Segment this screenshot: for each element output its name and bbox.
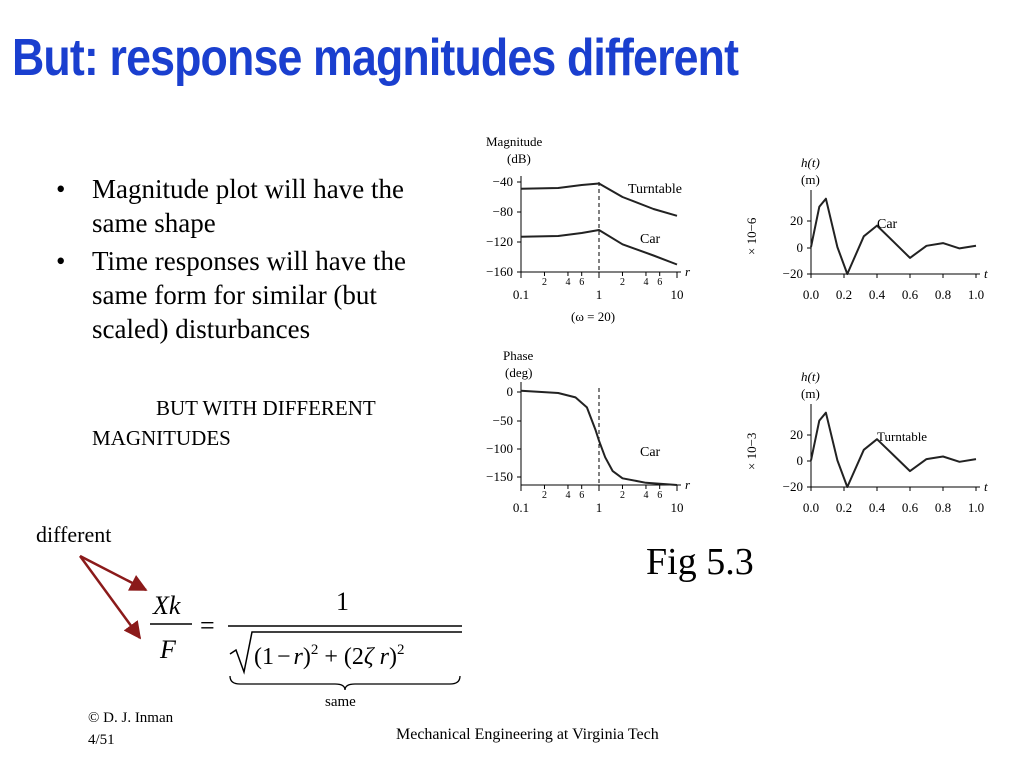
x-tick-label: 10 (671, 500, 684, 515)
series-line (520, 182, 678, 217)
y-axis-scale: × 10−3 (744, 433, 759, 470)
x-tick-label: 0.8 (935, 287, 951, 302)
y-tick-label: −80 (493, 204, 513, 219)
bullet-text: Time responses will have the same form f… (92, 246, 406, 344)
y-tick-label: −160 (486, 264, 513, 279)
x-axis-label: t (984, 479, 988, 494)
x-tick-label: 0.1 (513, 500, 529, 515)
y-axis-unit: (m) (801, 172, 820, 187)
y-axis-unit: (dB) (507, 151, 531, 166)
y-tick-label: −100 (486, 441, 513, 456)
x-minor-tick-label: 2 (620, 277, 625, 288)
emphasis-note: BUT WITH DIFFERENT MAGNITUDES (92, 393, 452, 453)
series-line (810, 197, 977, 275)
footer-copyright: © D. J. Inman (88, 710, 174, 726)
x-tick-label: 0.6 (902, 287, 919, 302)
y-axis-scale: × 10−6 (744, 217, 759, 255)
series-label-turntable: Turntable (877, 429, 927, 444)
y-axis-unit: (deg) (505, 365, 532, 380)
formula-lhs-numerator: Xk (152, 591, 181, 620)
y-axis-title: Magnitude (486, 134, 543, 149)
same-brace (229, 675, 461, 691)
series-label-car: Car (877, 217, 898, 232)
bullet-list: • Magnitude plot will have the same shap… (56, 172, 456, 350)
x-axis-label: r (685, 264, 691, 279)
x-tick-label: 0.4 (869, 287, 886, 302)
y-tick-label: 20 (790, 427, 803, 442)
formula-denominator: (1− r)2 + (2ζ r)2 (254, 642, 404, 670)
sqrt-sign-icon (229, 631, 462, 675)
y-tick-label: −120 (486, 234, 513, 249)
series-line (520, 389, 678, 486)
x-minor-tick-label: 4 (565, 490, 570, 501)
x-tick-label: 0.0 (803, 500, 819, 515)
x-minor-tick-label: 4 (643, 277, 648, 288)
x-tick-label: 0.0 (803, 287, 819, 302)
series-label-car: Car (640, 445, 661, 460)
x-tick-label: 0.8 (935, 500, 951, 515)
x-tick-label: 0.2 (836, 500, 852, 515)
chart-note: (ω = 20) (571, 309, 615, 324)
x-axis-label: r (685, 477, 691, 492)
footer-institution: Mechanical Engineering at Virginia Tech (396, 726, 659, 743)
x-tick-label: 1.0 (968, 500, 984, 515)
x-minor-tick-label: 4 (643, 490, 648, 501)
x-tick-label: 0.1 (513, 287, 529, 302)
bullet-text: Magnitude plot will have the same shape (92, 174, 404, 238)
formula-rhs-numerator: 1 (336, 587, 349, 616)
formula-lhs-denominator: F (159, 635, 177, 664)
emphasis-line-2: MAGNITUDES (92, 426, 231, 450)
different-label: different (36, 522, 112, 547)
y-axis-title: Phase (503, 348, 534, 363)
bullet-dot-icon: • (56, 246, 66, 276)
y-tick-label: 0 (797, 453, 804, 468)
x-tick-label: 10 (671, 287, 684, 302)
x-minor-tick-label: 6 (579, 277, 584, 288)
x-minor-tick-label: 4 (565, 277, 570, 288)
y-tick-label: −40 (493, 174, 513, 189)
x-minor-tick-label: 2 (620, 490, 625, 501)
arrow-to-xk (79, 554, 148, 592)
emphasis-line-1: BUT WITH DIFFERENT (156, 396, 376, 420)
figure-caption: Fig 5.3 (646, 541, 754, 583)
bullet-item: • Time responses will have the same form… (56, 244, 456, 346)
bullet-dot-icon: • (56, 174, 66, 204)
series-line (520, 229, 678, 266)
x-minor-tick-label: 2 (542, 490, 547, 501)
x-tick-label: 0.6 (902, 500, 919, 515)
y-tick-label: −150 (486, 469, 513, 484)
x-tick-label: 1 (596, 287, 603, 302)
x-tick-label: 1 (596, 500, 603, 515)
same-label: same (325, 694, 356, 710)
formula-equals: = (200, 611, 215, 640)
footer-page-number: 4/51 (88, 732, 115, 748)
y-axis-unit: (m) (801, 386, 820, 401)
y-tick-label: 0 (507, 384, 514, 399)
x-axis-label: t (984, 266, 988, 281)
y-tick-label: 20 (790, 213, 803, 228)
x-minor-tick-label: 6 (579, 490, 584, 501)
formula: Xk F = 1 (1− r)2 + (2ζ r)2 same (150, 587, 462, 710)
y-tick-label: −20 (783, 266, 803, 281)
x-minor-tick-label: 2 (542, 277, 547, 288)
series-label-car: Car (640, 232, 661, 247)
series-label-turntable: Turntable (628, 182, 682, 197)
y-tick-label: 0 (797, 240, 804, 255)
y-axis-title: h(t) (801, 369, 820, 384)
x-tick-label: 0.2 (836, 287, 852, 302)
y-tick-label: −20 (783, 479, 803, 494)
bullet-item: • Magnitude plot will have the same shap… (56, 172, 456, 240)
y-axis-title: h(t) (801, 155, 820, 170)
x-tick-label: 1.0 (968, 287, 984, 302)
x-minor-tick-label: 6 (657, 277, 662, 288)
x-minor-tick-label: 6 (657, 490, 662, 501)
slide-title: But: response magnitudes different (12, 29, 739, 87)
x-tick-label: 0.4 (869, 500, 886, 515)
arrow-to-f (78, 555, 142, 640)
series-line (810, 411, 977, 488)
y-tick-label: −50 (493, 413, 513, 428)
